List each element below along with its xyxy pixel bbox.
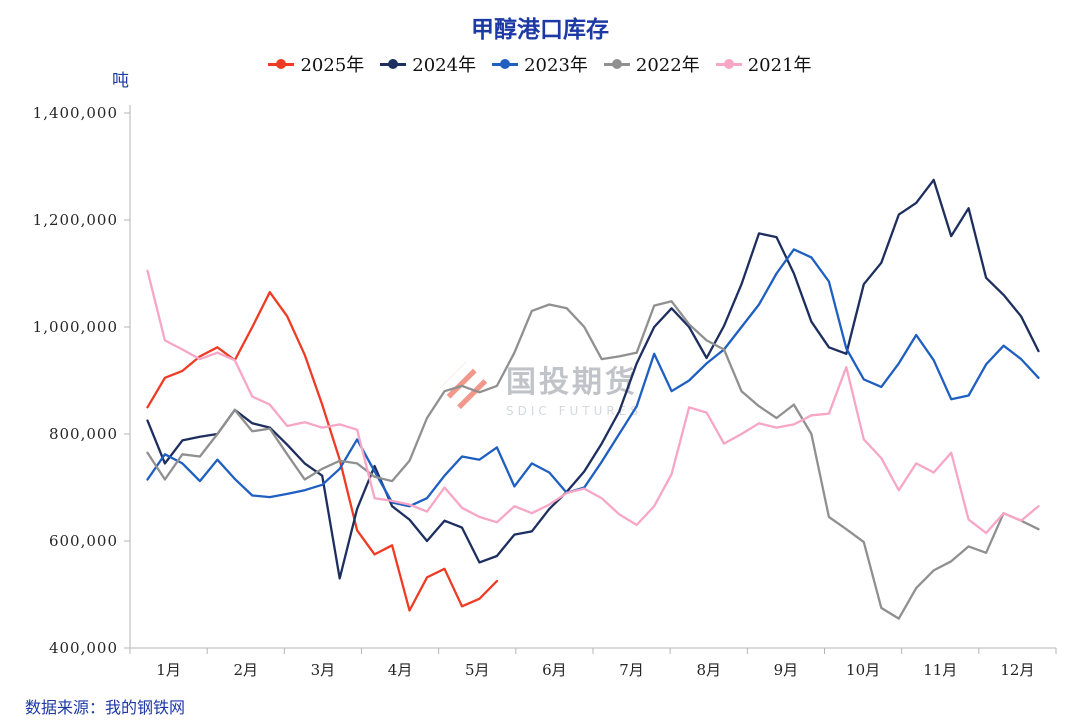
x-tick-label: 3月 (311, 661, 336, 679)
x-tick-label: 4月 (388, 661, 413, 679)
x-tick-label: 7月 (619, 661, 644, 679)
y-axis-unit-label: 吨 (112, 71, 129, 91)
legend-marker-icon (715, 62, 742, 66)
y-tick-label: 1,000,000 (33, 318, 118, 336)
legend-marker-icon (603, 62, 630, 66)
legend-item-2021年[interactable]: 2021年 (715, 51, 812, 77)
x-tick-label: 10月 (846, 661, 880, 679)
chart-area: 国投期货 SDIC FUTURES 400,000 600,000 800,000 1… (0, 95, 1080, 680)
series-line-2025年 (146, 291, 499, 612)
chart-title: 甲醇港口库存 (471, 17, 609, 43)
legend-marker-icon (268, 62, 295, 66)
watermark-name: 国投期货 (506, 365, 639, 400)
legend-item-2023年[interactable]: 2023年 (492, 51, 588, 77)
x-tick-label: 12月 (1000, 661, 1034, 679)
legend-item-label: 2023年 (524, 55, 588, 76)
series-line-2022年 (146, 300, 1040, 620)
legend-item-2024年[interactable]: 2024年 (380, 51, 476, 77)
series-line-2024年 (146, 178, 1040, 580)
legend-item-2022年[interactable]: 2022年 (603, 51, 700, 77)
watermark-subtitle: SDIC FUTURES (506, 404, 642, 418)
x-tick-label: 11月 (923, 661, 957, 679)
x-tick-label: 5月 (465, 661, 490, 679)
line-chart-canvas: 400,000 600,000 800,000 1,000,000 1,200,000 1… (33, 104, 1057, 679)
series-line-2023年 (146, 248, 1040, 508)
legend-marker-icon (492, 62, 519, 66)
y-tick-label: 600,000 (49, 532, 118, 550)
y-tick-label: 1,400,000 (33, 104, 118, 122)
sdic-diamond-stripes-icon (439, 361, 493, 414)
legend: 2025年 2024年 2023年 2022年 2021年 (0, 51, 1080, 77)
legend-item-2025年[interactable]: 2025年 (268, 51, 364, 77)
series-line-2021年 (146, 269, 1040, 535)
x-tick-label: 9月 (774, 661, 799, 679)
x-tick-label: 6月 (542, 661, 567, 679)
legend-item-label: 2025年 (300, 55, 365, 76)
watermark-text: 国投期货 SDIC FUTURES (506, 357, 642, 418)
x-tick-label: 2月 (233, 661, 258, 679)
data-source-note: 数据来源：我的钢铁网 (25, 698, 186, 717)
y-tick-label: 400,000 (49, 639, 118, 657)
watermark: 国投期货 SDIC FUTURES (438, 357, 642, 418)
x-tick-label: 8月 (696, 661, 721, 679)
x-tick-label: 1月 (156, 661, 181, 679)
legend-item-label: 2021年 (747, 55, 812, 76)
legend-marker-icon (380, 62, 407, 66)
y-tick-label: 1,200,000 (33, 211, 118, 229)
y-tick-label: 800,000 (49, 425, 118, 443)
legend-item-label: 2024年 (412, 55, 477, 76)
legend-item-label: 2022年 (635, 55, 700, 76)
